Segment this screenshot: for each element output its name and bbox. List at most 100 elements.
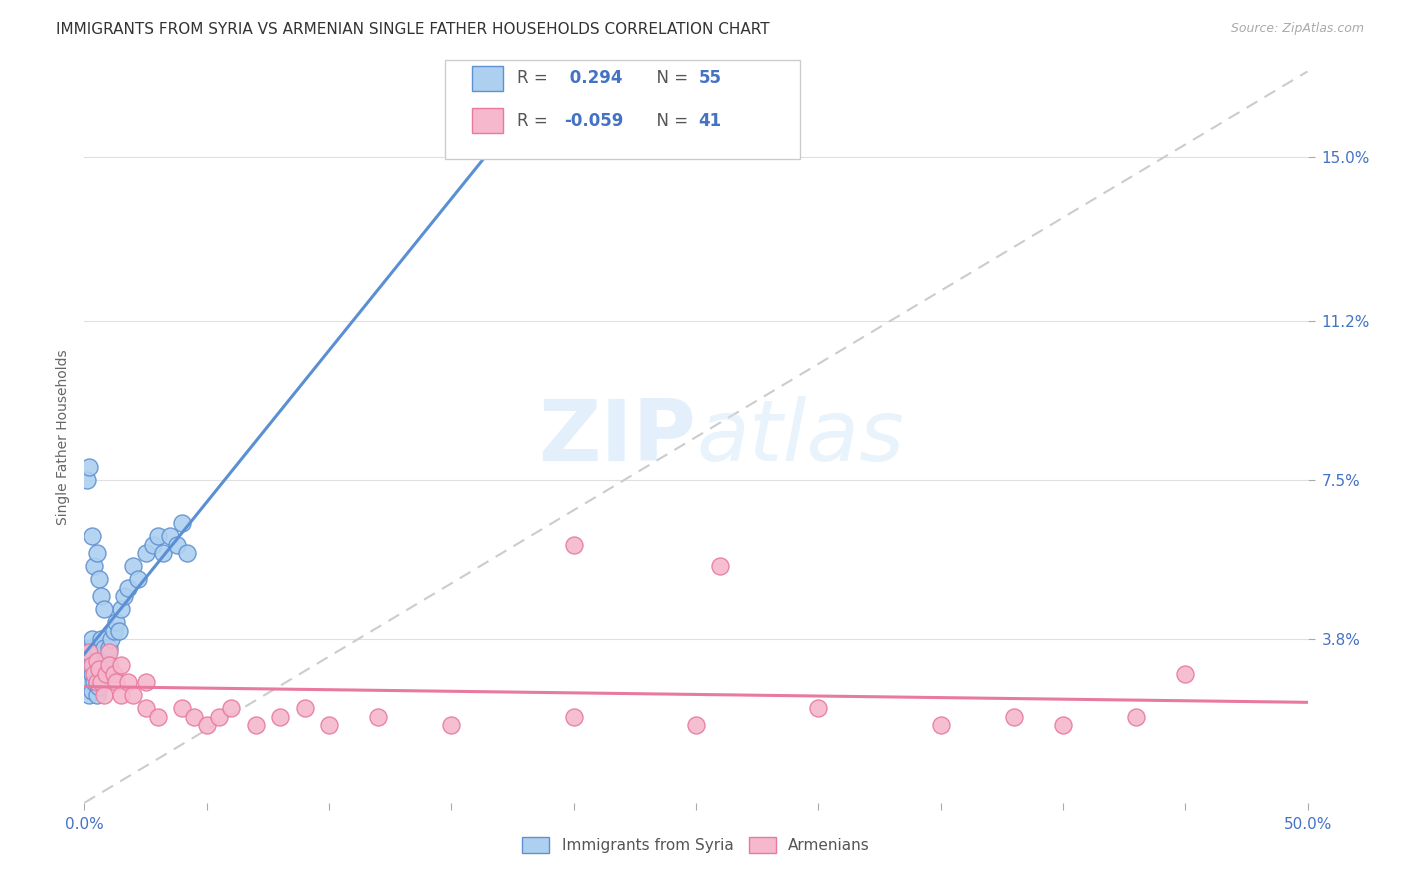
Point [1125,710,1147,724]
Point [105,615,128,629]
Point [93,658,115,673]
Point [83,675,105,690]
Point [76,640,98,655]
Point [87,572,110,586]
Point [152,546,174,560]
Point [80,654,103,668]
Point [77,675,100,690]
Point [117,581,139,595]
Point [135,675,157,690]
Point [103,624,125,638]
Point [183,710,205,724]
Point [110,602,132,616]
Point [367,710,389,724]
Text: -0.059: -0.059 [564,112,623,129]
Point [146,529,169,543]
Point [90,589,112,603]
Point [807,701,830,715]
Point [77,658,100,673]
Point [709,559,731,574]
Point [122,688,145,702]
Point [103,666,125,681]
Point [76,473,98,487]
Point [318,718,340,732]
Text: N =: N = [645,70,693,87]
Point [80,658,103,673]
Legend: Immigrants from Syria, Armenians: Immigrants from Syria, Armenians [515,830,877,861]
Point [77,645,100,659]
Point [110,688,132,702]
Point [77,460,100,475]
Point [87,680,110,694]
Point [80,666,103,681]
Point [87,662,110,676]
Point [87,645,110,659]
Point [219,701,242,715]
Point [172,701,194,715]
Text: N =: N = [645,112,693,129]
Point [87,662,110,676]
Text: R =: R = [517,112,554,129]
Point [97,640,120,655]
Point [80,632,103,647]
Point [96,666,118,681]
Point [93,602,115,616]
Point [117,675,139,690]
Point [100,632,122,647]
FancyBboxPatch shape [472,108,503,133]
Point [83,559,105,574]
Text: 55: 55 [699,70,721,87]
Point [1052,718,1074,732]
Point [76,666,98,681]
Point [122,559,145,574]
Point [80,684,103,698]
Point [127,572,149,586]
Point [80,529,103,543]
Point [107,624,129,638]
Point [90,675,112,690]
Point [86,546,108,560]
Point [93,640,115,655]
Point [269,710,291,724]
Point [97,658,120,673]
Point [90,666,112,681]
Point [142,538,165,552]
Point [77,645,100,659]
Point [929,718,952,732]
Text: ZIP: ZIP [538,395,696,479]
Text: R =: R = [517,70,554,87]
Text: 0.294: 0.294 [564,70,623,87]
Point [80,640,103,655]
Point [93,688,115,702]
Text: IMMIGRANTS FROM SYRIA VS ARMENIAN SINGLE FATHER HOUSEHOLDS CORRELATION CHART: IMMIGRANTS FROM SYRIA VS ARMENIAN SINGLE… [56,22,770,37]
Point [562,710,585,724]
Point [562,538,585,552]
Point [90,632,112,647]
Text: atlas: atlas [696,395,904,479]
Point [1002,710,1025,724]
Point [159,529,181,543]
Point [172,516,194,530]
Point [97,658,120,673]
Point [208,710,231,724]
Text: 41: 41 [699,112,721,129]
Point [76,654,98,668]
FancyBboxPatch shape [446,61,800,159]
FancyBboxPatch shape [472,66,503,91]
Point [86,654,108,668]
Point [96,666,118,681]
Point [105,675,128,690]
Point [83,666,105,681]
Point [86,675,108,690]
Point [83,658,105,673]
Point [86,688,108,702]
Point [245,718,267,732]
Point [96,654,118,668]
Point [176,546,198,560]
Point [195,718,218,732]
Text: Source: ZipAtlas.com: Source: ZipAtlas.com [1230,22,1364,36]
Point [146,710,169,724]
Point [685,718,707,732]
Point [440,718,463,732]
Point [83,645,105,659]
